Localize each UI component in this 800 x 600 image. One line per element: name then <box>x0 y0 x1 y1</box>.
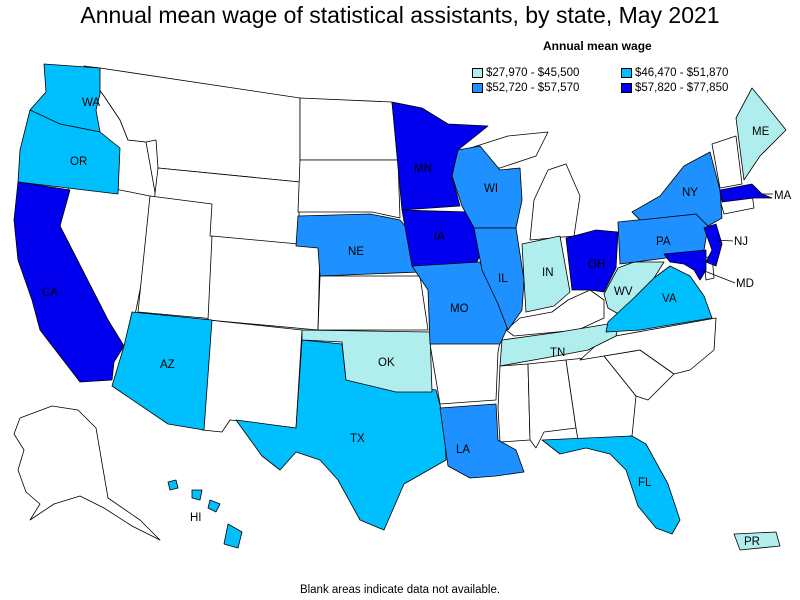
state-HI <box>167 479 243 549</box>
legend-swatch <box>472 83 483 93</box>
label-PA: PA <box>656 236 671 248</box>
state-CO <box>207 235 321 331</box>
label-NY: NY <box>682 187 698 199</box>
label-IN: IN <box>542 267 554 279</box>
state-MD <box>663 249 707 281</box>
state-WV <box>603 261 665 317</box>
state-TN <box>499 315 621 367</box>
leader-NJ <box>715 239 734 242</box>
state-FL <box>541 435 681 535</box>
label-WA: WA <box>82 97 100 109</box>
state-IN <box>521 235 571 313</box>
label-TN: TN <box>550 347 565 359</box>
label-OH: OH <box>588 259 605 271</box>
label-LA: LA <box>456 444 470 456</box>
state-OH <box>565 229 619 293</box>
legend-item: $52,720 - $57,570 <box>472 81 579 95</box>
leader-MD <box>701 269 736 284</box>
state-NY <box>631 151 723 227</box>
state-NM <box>201 319 303 433</box>
legend-label: $52,720 - $57,570 <box>486 82 580 94</box>
state-VT-NH <box>711 135 743 189</box>
legend-swatch <box>621 68 632 78</box>
state-CA <box>13 181 125 383</box>
state-LA <box>439 403 525 479</box>
legend-swatch <box>472 68 483 78</box>
legend-item: $46,470 - $51,870 <box>621 66 728 80</box>
label-HI: HI <box>190 512 202 524</box>
label-MD: MD <box>736 278 754 290</box>
state-IL <box>473 227 525 331</box>
state-MA <box>719 183 773 203</box>
label-TX: TX <box>350 433 365 445</box>
label-ME: ME <box>752 126 770 138</box>
state-KY <box>505 289 605 337</box>
blank-states <box>13 65 755 541</box>
label-FL: FL <box>638 477 652 489</box>
label-PR: PR <box>744 536 760 548</box>
label-MO: MO <box>450 303 469 315</box>
state-AR <box>429 341 501 405</box>
legend-item: $57,820 - $77,850 <box>621 81 728 95</box>
label-WV: WV <box>614 286 633 298</box>
state-ME <box>735 87 787 181</box>
footnote: Blank areas indicate data not available. <box>299 584 501 596</box>
label-MN: MN <box>414 163 432 175</box>
label-OK: OK <box>378 357 395 369</box>
label-MA: MA <box>774 190 792 202</box>
state-KS <box>317 275 429 331</box>
hi-island-big <box>223 523 243 549</box>
state-NC <box>579 317 717 375</box>
label-CA: CA <box>42 287 58 299</box>
hi-island-oahu <box>191 489 203 501</box>
legend-swatch <box>621 83 632 93</box>
label-NE: NE <box>348 246 364 258</box>
hi-island-maui <box>207 499 221 513</box>
state-ND <box>299 97 399 161</box>
data-states <box>13 63 787 551</box>
state-AZ <box>111 311 213 431</box>
legend-label: $57,820 - $77,850 <box>635 82 729 94</box>
label-WI: WI <box>484 183 498 195</box>
legend-label: $46,470 - $51,870 <box>635 67 729 79</box>
label-OR: OR <box>70 156 87 168</box>
map-title: Annual mean wage of statistical assistan… <box>80 2 720 28</box>
map-labels: WA OR CA AZ TX OK NE MN IA MO LA WI IL I… <box>42 97 792 548</box>
label-VA: VA <box>662 293 677 305</box>
label-IA: IA <box>434 231 445 243</box>
legend-label: $27,970 - $45,500 <box>486 67 580 79</box>
state-SD <box>297 159 401 219</box>
label-NJ: NJ <box>734 236 748 248</box>
hi-island-kauai <box>167 479 179 491</box>
state-NJ <box>703 223 723 267</box>
state-MS <box>497 363 531 443</box>
state-PR <box>733 531 781 551</box>
state-OR <box>17 109 121 195</box>
legend-title: Annual mean wage <box>543 39 652 53</box>
legend-item: $27,970 - $45,500 <box>472 66 579 80</box>
state-WI <box>451 145 523 229</box>
state-VA <box>605 265 713 333</box>
label-IL: IL <box>498 273 508 285</box>
label-AZ: AZ <box>160 359 175 371</box>
state-AK <box>13 405 161 541</box>
